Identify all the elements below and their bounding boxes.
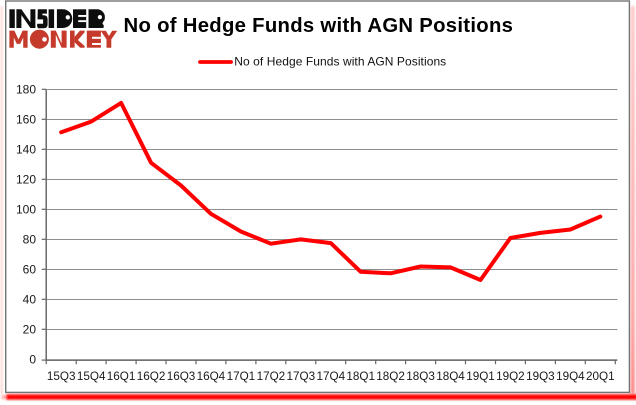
svg-text:180: 180 <box>16 83 36 97</box>
svg-text:No of Hedge Funds with AGN Pos: No of Hedge Funds with AGN Positions <box>124 15 514 37</box>
svg-text:17Q4: 17Q4 <box>317 370 346 383</box>
svg-text:15Q4: 15Q4 <box>77 370 106 383</box>
svg-text:20Q1: 20Q1 <box>586 370 615 383</box>
svg-text:40: 40 <box>23 293 37 307</box>
svg-text:120: 120 <box>16 173 36 187</box>
svg-text:140: 140 <box>16 143 36 157</box>
svg-text:19Q3: 19Q3 <box>526 370 555 383</box>
svg-text:18Q3: 18Q3 <box>406 370 435 383</box>
svg-text:19Q1: 19Q1 <box>466 370 495 383</box>
svg-text:19Q2: 19Q2 <box>496 370 525 383</box>
svg-text:18Q4: 18Q4 <box>436 370 465 383</box>
svg-text:16Q1: 16Q1 <box>107 370 136 383</box>
svg-text:0: 0 <box>29 353 36 367</box>
svg-text:18Q1: 18Q1 <box>346 370 375 383</box>
svg-text:160: 160 <box>16 113 36 127</box>
svg-text:17Q2: 17Q2 <box>257 370 286 383</box>
svg-text:18Q2: 18Q2 <box>376 370 405 383</box>
svg-text:16Q3: 16Q3 <box>167 370 196 383</box>
svg-text:100: 100 <box>16 203 36 217</box>
svg-text:19Q4: 19Q4 <box>556 370 585 383</box>
svg-text:17Q1: 17Q1 <box>227 370 256 383</box>
svg-text:20: 20 <box>23 323 37 337</box>
svg-text:16Q4: 16Q4 <box>197 370 226 383</box>
svg-text:60: 60 <box>23 263 37 277</box>
svg-text:15Q3: 15Q3 <box>47 370 76 383</box>
svg-text:No of Hedge Funds with AGN Pos: No of Hedge Funds with AGN Positions <box>234 54 446 68</box>
svg-text:16Q2: 16Q2 <box>137 370 166 383</box>
svg-text:80: 80 <box>23 233 37 247</box>
svg-text:17Q3: 17Q3 <box>287 370 316 383</box>
